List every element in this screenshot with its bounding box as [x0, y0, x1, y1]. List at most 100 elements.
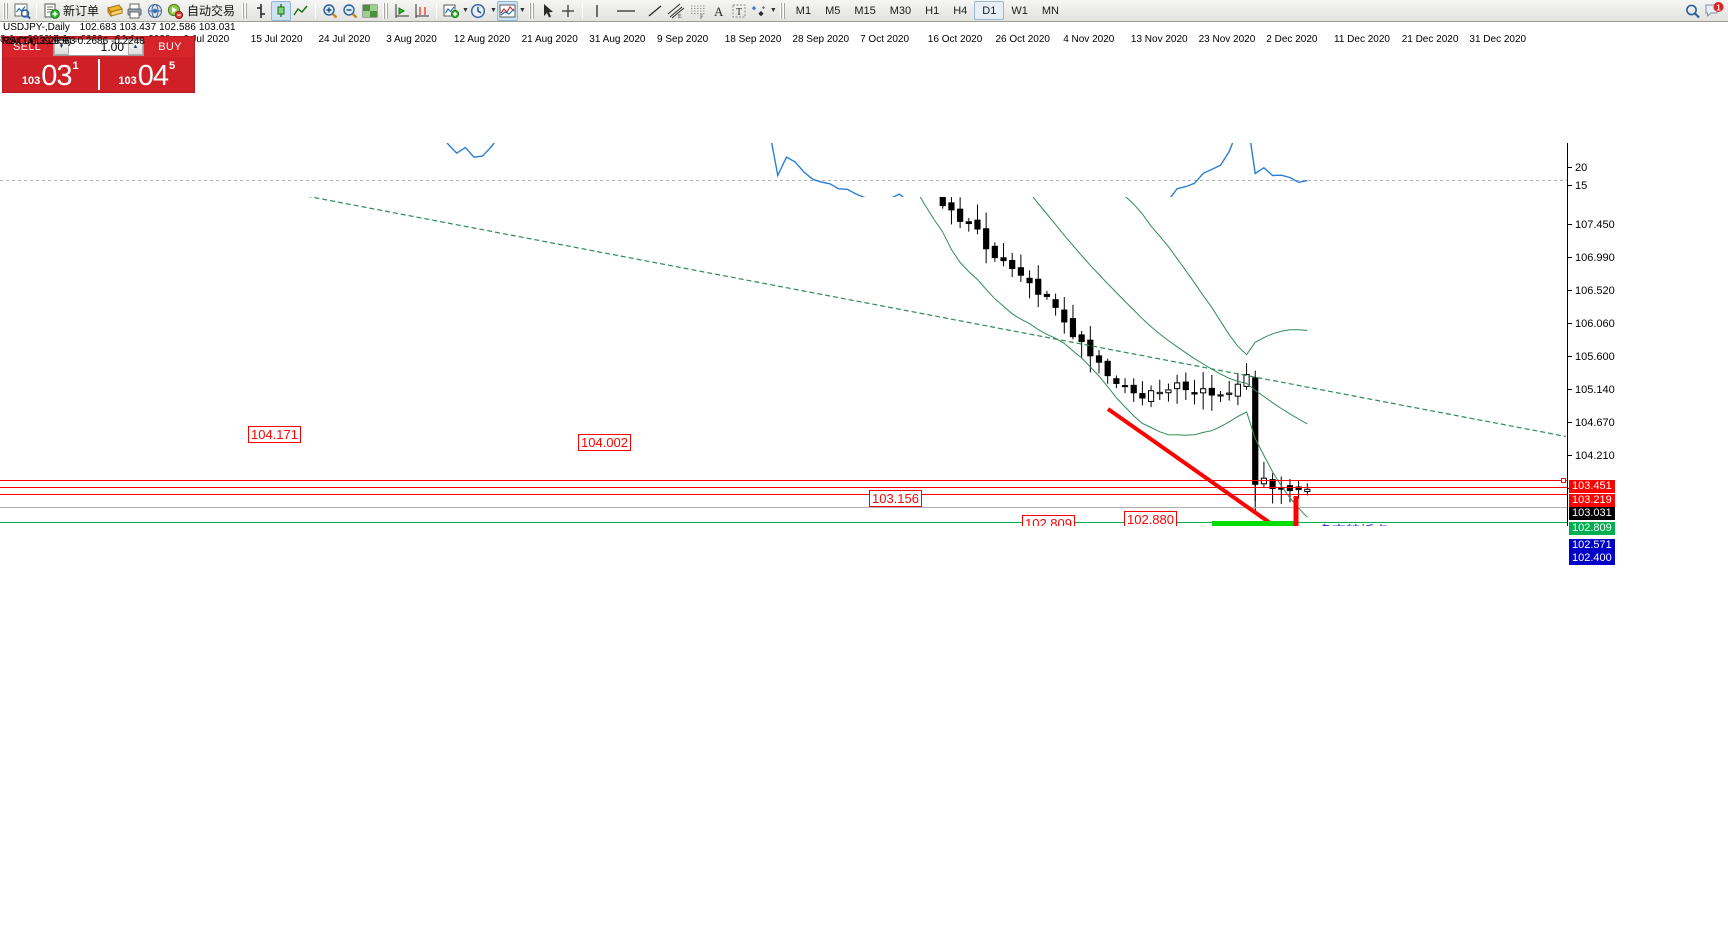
annotation-103-156[interactable]: 103.156 [869, 490, 922, 507]
volume-stepper[interactable]: ▼ 1.00 ▲ [53, 38, 144, 56]
hline-handle-103-451[interactable] [1561, 478, 1566, 483]
crosshair-icon[interactable] [558, 1, 578, 21]
timeframe-d1[interactable]: D1 [974, 1, 1005, 20]
autotrading-icon[interactable] [165, 1, 185, 21]
annotation-102-880[interactable]: 102.880 [1124, 511, 1177, 526]
text-icon[interactable]: A [709, 1, 729, 21]
svg-text:1: 1 [1716, 3, 1721, 12]
toolbar-grip-5[interactable] [779, 2, 786, 19]
candlestick-icon[interactable] [271, 0, 292, 21]
auto-trading-label[interactable]: 自动交易 [187, 4, 236, 18]
indicators-dropdown-arrow[interactable]: ▼ [462, 7, 469, 14]
price-tag-103-219[interactable]: 103.219 [1569, 494, 1615, 507]
toolbar-grip-1[interactable] [3, 2, 9, 19]
timeframe-m1[interactable]: M1 [795, 4, 812, 17]
date-label-6: 3 Aug 2020 [386, 34, 437, 45]
toolbar-grip-4[interactable] [528, 2, 535, 19]
annotation-104-171[interactable]: 104.171 [248, 426, 301, 443]
rsi-tick-3: 20 [1568, 163, 1587, 174]
volume-increment-button[interactable]: ▲ [128, 39, 143, 55]
search-icon[interactable] [1683, 1, 1703, 21]
hline-103-390[interactable] [0, 487, 1567, 488]
annotation-turning-point[interactable]: 多空转折点 [1318, 521, 1388, 526]
text-label-icon[interactable]: T [729, 1, 749, 21]
period-clock-icon[interactable] [469, 1, 489, 21]
fibonacci-icon[interactable]: F [687, 1, 709, 21]
buy-price[interactable]: 103 04 5 [100, 57, 195, 92]
price-tag-103-031[interactable]: 103.031 [1569, 507, 1615, 520]
price-tag-102-571[interactable]: 102.571 [1569, 539, 1615, 552]
rsi-tick-4: 15 [1568, 181, 1587, 192]
date-label-16: 4 Nov 2020 [1063, 34, 1115, 45]
toolbar-grip-3[interactable] [383, 2, 390, 19]
date-label-3: 6 Jul 2020 [183, 34, 230, 45]
zoom-in-icon[interactable] [320, 1, 340, 21]
hline-103-031[interactable] [0, 507, 1567, 508]
bar-chart-icon[interactable] [251, 1, 271, 21]
one-click-trading-prices: 103 03 1 103 04 5 [3, 57, 194, 92]
price-tag-102-809[interactable]: 102.809 [1569, 522, 1615, 535]
hline-102-809[interactable] [0, 522, 1567, 523]
date-label-22: 31 Dec 2020 [1469, 34, 1527, 45]
zoom-search-icon[interactable] [12, 1, 32, 21]
date-label-19: 2 Dec 2020 [1266, 34, 1318, 45]
templates-dropdown-arrow[interactable]: ▼ [518, 7, 526, 14]
hline-icon[interactable] [614, 1, 638, 21]
toolbar-grip-2[interactable] [242, 2, 249, 19]
date-label-10: 9 Sep 2020 [657, 34, 709, 45]
timeframe-m5[interactable]: M5 [825, 4, 841, 17]
notification-bubble-icon[interactable]: 1 [1703, 1, 1725, 21]
volume-decrement-button[interactable]: ▼ [54, 39, 69, 55]
line-chart-icon[interactable] [291, 1, 311, 21]
timeframe-mn[interactable]: MN [1041, 4, 1059, 17]
equidistant-channel-icon[interactable]: E [665, 1, 687, 21]
templates-icon[interactable] [496, 0, 518, 21]
sell-button[interactable]: SELL [12, 41, 42, 53]
annotation-104-002[interactable]: 104.002 [578, 434, 631, 451]
indicators-icon[interactable] [441, 1, 461, 21]
volume-value[interactable]: 1.00 [100, 40, 124, 54]
period-dropdown-arrow[interactable]: ▼ [489, 7, 497, 14]
shapes-dropdown-arrow[interactable]: ▼ [769, 7, 777, 14]
timeframe-m15[interactable]: M15 [854, 4, 876, 17]
sell-price[interactable]: 103 03 1 [3, 57, 98, 92]
date-label-8: 21 Aug 2020 [521, 34, 578, 45]
price-tag-103-451[interactable]: 103.451 [1569, 480, 1615, 493]
shapes-icon[interactable] [749, 1, 769, 21]
price-tick-106-520: 106.520 [1568, 285, 1615, 296]
shift-end-icon[interactable] [412, 1, 432, 21]
annotation-102-809[interactable]: 102.809 [1022, 515, 1075, 526]
chart-symbol-header: USDJPY-,Daily 102.683 103.437 102.586 10… [0, 22, 1728, 34]
price-tag-102-400[interactable]: 102.400 [1569, 552, 1615, 565]
shift-start-icon[interactable] [392, 1, 412, 21]
zoom-out-icon[interactable] [340, 1, 360, 21]
timeframe-h4[interactable]: H4 [953, 4, 968, 17]
globe-icon[interactable] [145, 1, 165, 21]
price-tick-104-210: 104.210 [1568, 451, 1615, 462]
new-order-label[interactable]: 新订单 [63, 4, 100, 18]
one-click-trading-panel[interactable]: SELL ▼ 1.00 ▲ BUY 103 03 1 103 04 5 [2, 36, 195, 93]
price-divider [97, 59, 100, 90]
trendline-icon[interactable] [645, 1, 665, 21]
date-label-4: 15 Jul 2020 [250, 34, 303, 45]
new-order-icon[interactable] [41, 1, 61, 21]
hline-103-451[interactable] [0, 478, 1567, 483]
print-icon[interactable] [125, 1, 145, 21]
date-label-5: 24 Jul 2020 [318, 34, 371, 45]
timeframe-h1[interactable]: H1 [925, 4, 940, 17]
svg-text:F: F [700, 14, 704, 19]
timeframe-w1[interactable]: W1 [1011, 4, 1028, 17]
wallet-icon[interactable] [105, 1, 125, 21]
date-label-14: 16 Oct 2020 [927, 34, 983, 45]
vline-icon[interactable] [587, 1, 607, 21]
grid-icon[interactable] [360, 1, 380, 21]
chart-area: 104.171 104.002 103.156 102.880 102.809 … [0, 34, 1728, 942]
buy-button[interactable]: BUY [158, 41, 182, 53]
timeframe-m30[interactable]: M30 [889, 4, 912, 17]
cursor-icon[interactable] [538, 1, 558, 21]
hline-103-219[interactable] [0, 494, 1567, 495]
date-label-15: 26 Oct 2020 [995, 34, 1050, 45]
toolbar-separator-3 [436, 2, 438, 19]
